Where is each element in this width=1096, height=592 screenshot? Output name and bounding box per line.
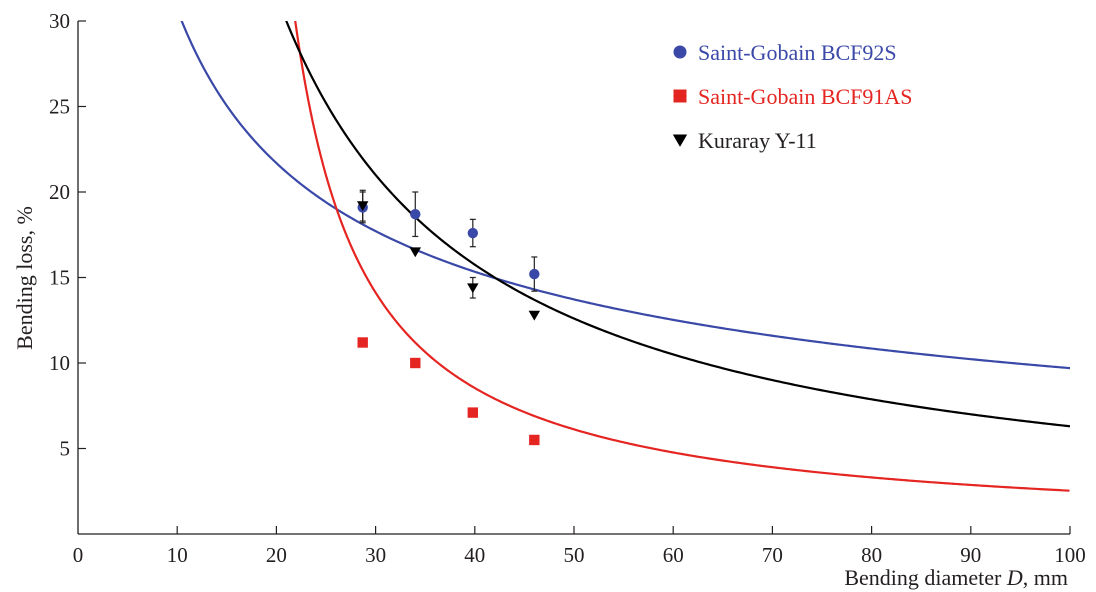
data-point bbox=[356, 201, 369, 212]
x-tick-label: 100 bbox=[1054, 543, 1086, 567]
fit-curve bbox=[285, 21, 1070, 428]
x-tick-label: 70 bbox=[762, 543, 783, 567]
y-tick-label: 15 bbox=[49, 266, 70, 290]
x-tick-label: 0 bbox=[73, 543, 84, 567]
y-ticks: 5 10 15 20 25 30 bbox=[49, 9, 86, 461]
y-tick-label: 20 bbox=[49, 180, 70, 204]
data-point bbox=[357, 337, 368, 348]
data-point bbox=[410, 209, 421, 220]
data-point bbox=[529, 268, 540, 280]
x-tick-label: 90 bbox=[960, 543, 981, 567]
data-points bbox=[356, 201, 541, 446]
x-tick-label: 60 bbox=[663, 543, 684, 567]
legend-marker bbox=[672, 134, 688, 147]
y-axis-label: Bending loss, % bbox=[12, 206, 37, 350]
legend-label: Kuraray Y-11 bbox=[698, 128, 817, 153]
legend-label: Saint-Gobain BCF92S bbox=[698, 40, 897, 65]
x-tick-label: 80 bbox=[861, 543, 882, 567]
x-tick-label: 10 bbox=[167, 543, 188, 567]
x-ticks: 0 10 20 30 40 50 60 70 80 90 100 bbox=[73, 526, 1086, 567]
fit-curves bbox=[180, 21, 1070, 492]
legend: Saint-Gobain BCF92S Saint-Gobain BCF91AS K… bbox=[672, 40, 913, 153]
data-point bbox=[467, 407, 479, 418]
y-tick-label: 30 bbox=[49, 9, 70, 33]
y-tick-label: 5 bbox=[60, 437, 71, 461]
x-tick-label: 40 bbox=[464, 543, 485, 567]
plot-frame bbox=[77, 21, 1070, 535]
data-point bbox=[467, 227, 479, 239]
data-point bbox=[409, 247, 421, 258]
fit-curve bbox=[294, 21, 1070, 492]
data-point bbox=[528, 310, 541, 321]
fit-curve bbox=[180, 21, 1070, 370]
x-tick-label: 50 bbox=[564, 543, 585, 567]
x-tick-label: 30 bbox=[365, 543, 386, 567]
x-axis-label: Bending diameter D, mm bbox=[844, 565, 1068, 590]
y-tick-label: 10 bbox=[49, 351, 70, 375]
legend-label: Saint-Gobain BCF91AS bbox=[698, 84, 913, 109]
y-tick-label: 25 bbox=[49, 95, 70, 119]
legend-marker bbox=[673, 45, 687, 59]
legend-marker bbox=[673, 89, 687, 103]
data-point bbox=[410, 357, 421, 369]
data-point bbox=[467, 283, 479, 294]
x-tick-label: 20 bbox=[266, 543, 287, 567]
data-point bbox=[529, 434, 540, 446]
